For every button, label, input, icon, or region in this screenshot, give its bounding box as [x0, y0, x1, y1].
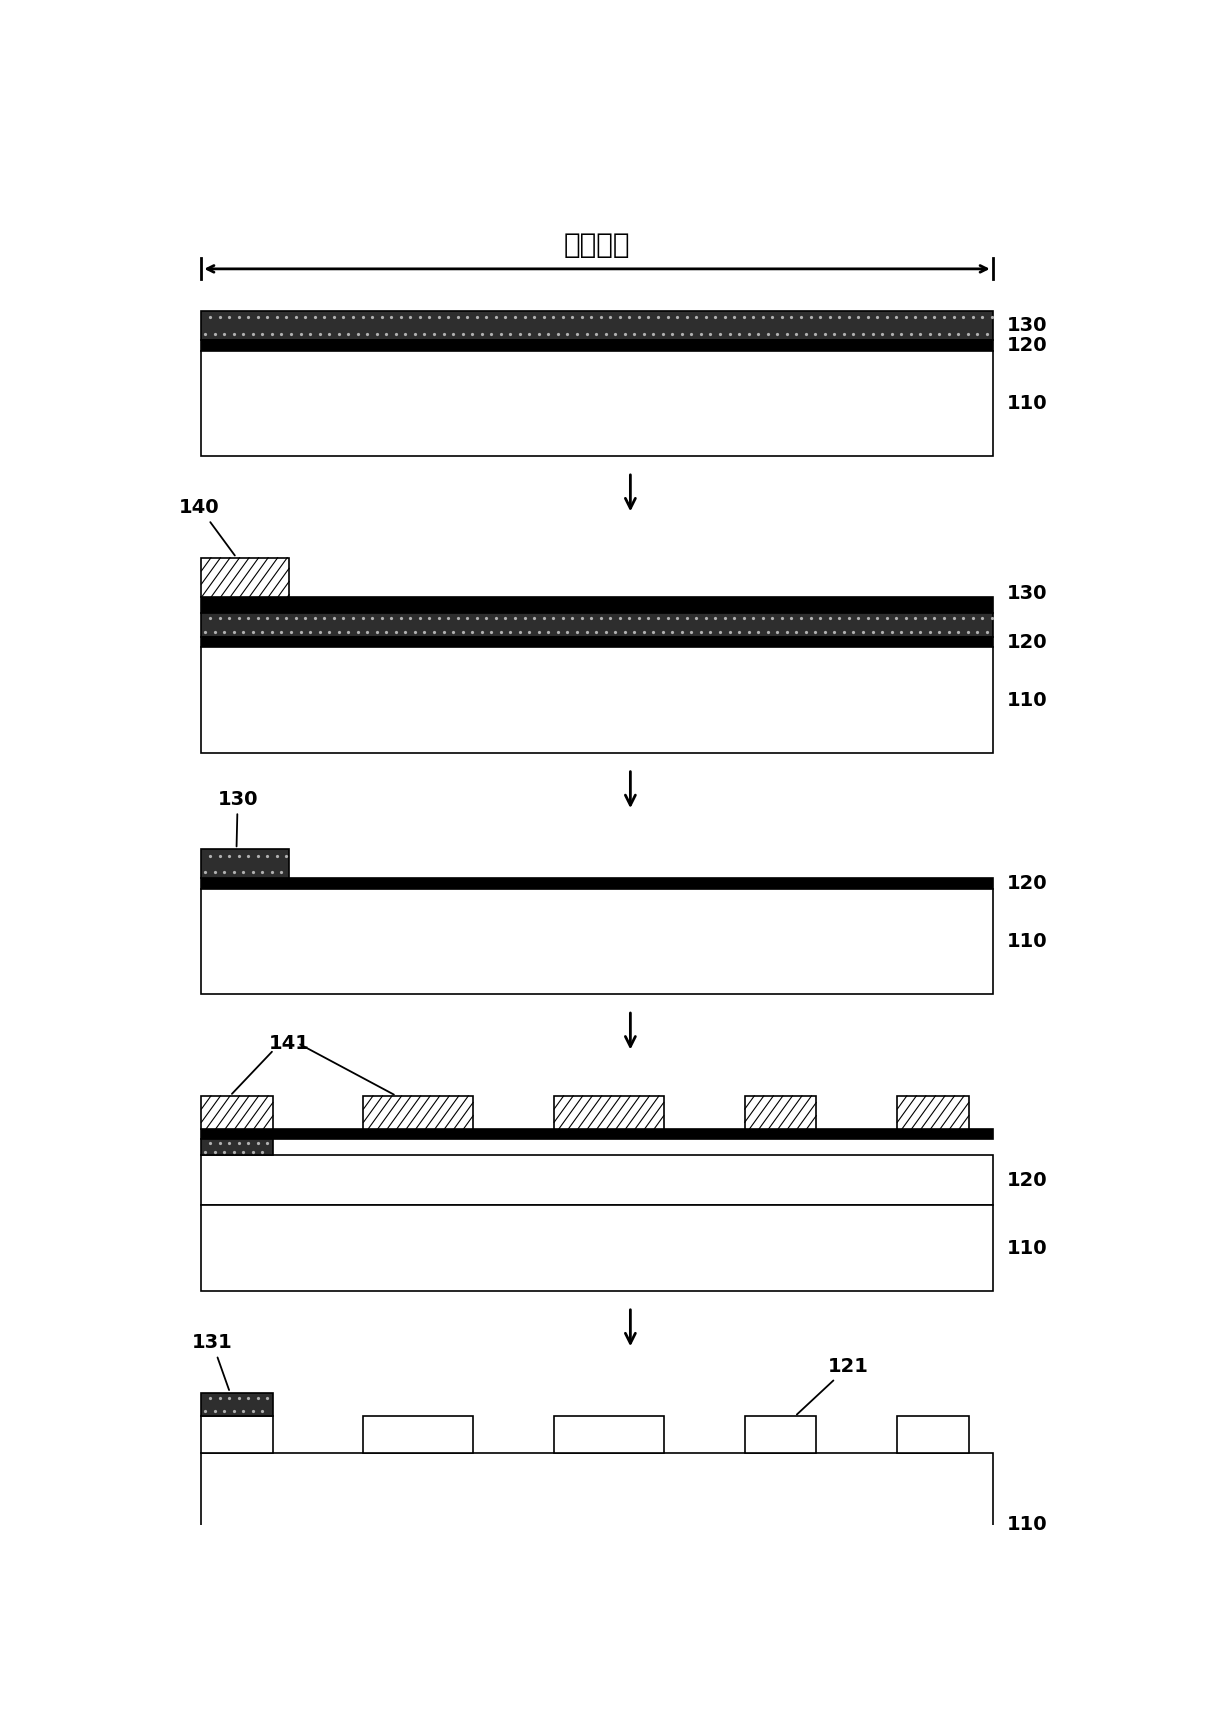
Text: 110: 110 [1007, 394, 1048, 413]
Bar [202, 850, 289, 879]
Bar [745, 1417, 817, 1453]
Text: 120: 120 [1007, 632, 1048, 651]
Text: 120: 120 [1007, 874, 1048, 892]
Text: 110: 110 [1007, 932, 1048, 951]
Bar [364, 1096, 474, 1129]
Bar [202, 879, 993, 889]
Text: 120: 120 [1007, 336, 1048, 355]
Bar [202, 613, 993, 637]
Bar [202, 637, 993, 648]
Text: 121: 121 [797, 1357, 870, 1415]
Bar [202, 1417, 273, 1453]
Text: 120: 120 [1007, 1170, 1048, 1191]
Text: 110: 110 [1007, 1514, 1048, 1535]
Bar [202, 1129, 993, 1139]
Bar [202, 1155, 993, 1206]
Bar [898, 1417, 969, 1453]
Bar [202, 1393, 273, 1417]
Bar [202, 312, 993, 341]
Bar [202, 889, 993, 994]
Text: 110: 110 [1007, 1238, 1048, 1257]
Text: 131: 131 [192, 1333, 232, 1389]
Text: 110: 110 [1007, 690, 1048, 709]
Bar [202, 1139, 273, 1155]
Text: 141: 141 [269, 1033, 310, 1052]
Bar [202, 558, 289, 598]
Bar [202, 351, 993, 456]
Bar [364, 1417, 474, 1453]
Text: 窗口区域: 窗口区域 [563, 231, 630, 259]
Bar [554, 1417, 664, 1453]
Bar [745, 1096, 817, 1129]
Bar [898, 1096, 969, 1129]
Bar [202, 1096, 273, 1129]
Bar [202, 1206, 993, 1292]
Bar [202, 1453, 993, 1573]
Bar [202, 341, 993, 351]
Text: 130: 130 [1007, 317, 1048, 336]
Text: 130: 130 [1007, 584, 1048, 603]
Bar [554, 1096, 664, 1129]
Bar [202, 598, 993, 613]
Bar [202, 648, 993, 754]
Text: 130: 130 [218, 790, 258, 846]
Text: 140: 140 [180, 498, 235, 555]
